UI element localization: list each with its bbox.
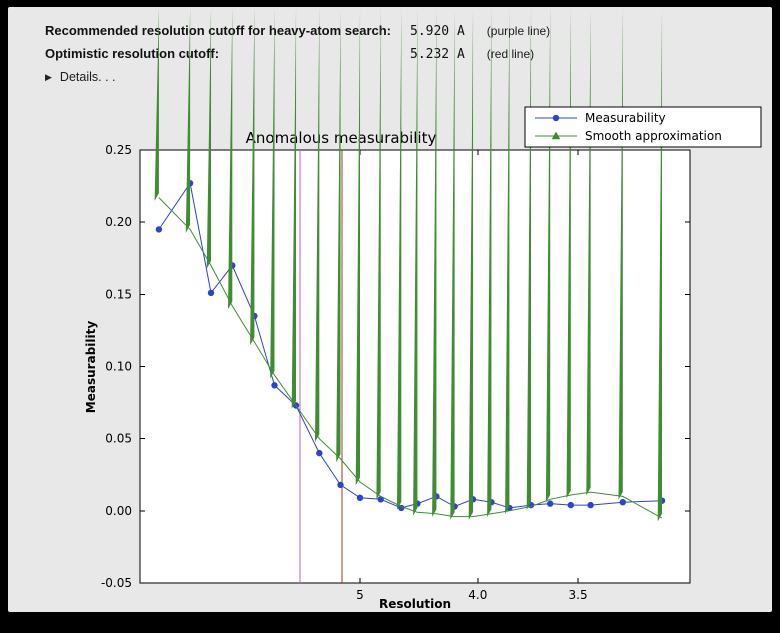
recommended-cutoff-label: Recommended resolution cutoff for heavy-… [45, 23, 392, 38]
chart-legend: Measurability Smooth approximation [524, 106, 762, 148]
y-axis [140, 149, 690, 584]
svg-text:0.05: 0.05 [105, 432, 132, 446]
red-line-note: (red line) [486, 47, 535, 61]
purple-line-note: (purple line) [486, 24, 551, 38]
svg-text:4.0: 4.0 [468, 588, 487, 602]
legend-entry: Measurability [585, 111, 666, 125]
recommended-cutoff-value: 5.920 A [410, 24, 465, 39]
svg-text:0.25: 0.25 [105, 143, 132, 157]
svg-text:0.20: 0.20 [105, 215, 132, 229]
svg-text:0.10: 0.10 [105, 360, 132, 374]
svg-text:3.5: 3.5 [569, 588, 588, 602]
optimistic-cutoff-row: Optimistic resolution cutoff: 5.232 A (red… [45, 45, 534, 65]
optimistic-cutoff-label: Optimistic resolution cutoff: [45, 46, 220, 61]
svg-text:0.15: 0.15 [105, 287, 132, 301]
x-tick-labels: 5 4.0 3.5 [356, 588, 587, 602]
content-panel: Recommended resolution cutoff for heavy-… [8, 7, 772, 612]
measurability-chart: Anomalous measurability Measurability Reso… [84, 7, 762, 611]
details-label: Details. . . [59, 70, 116, 84]
y-axis-label: Measurability [84, 321, 98, 414]
chart-title: Anomalous measurability [246, 129, 437, 147]
optimistic-cutoff-value: 5.232 A [410, 47, 465, 62]
x-axis-label: Resolution [379, 597, 451, 611]
svg-text:-0.05: -0.05 [101, 576, 132, 590]
recommended-cutoff-row: Recommended resolution cutoff for heavy-… [45, 22, 550, 42]
svg-text:5: 5 [356, 588, 364, 602]
disclosure-triangle-icon: ▶ [45, 72, 52, 82]
details-disclosure[interactable]: ▶ Details. . . [45, 70, 116, 88]
svg-text:0.00: 0.00 [105, 504, 132, 518]
legend-entry: Smooth approximation [585, 129, 722, 143]
y-tick-labels: 0.25 0.20 0.15 0.10 0.05 0.00 -0.05 [101, 143, 132, 590]
